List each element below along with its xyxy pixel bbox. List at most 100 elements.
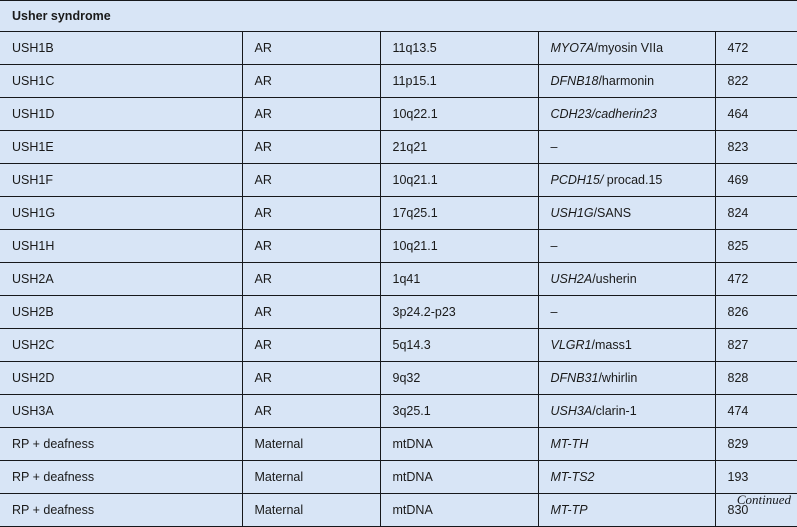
cell-map-location: 10q21.1 (380, 229, 539, 263)
table-row: USH2C AR 5q14.3 VLGR1/mass1 827 (0, 328, 797, 362)
cell-locus: USH2D (0, 361, 243, 395)
cell-locus: USH1H (0, 229, 243, 263)
table-row: USH2A AR 1q41 USH2A/usherin 472 (0, 262, 797, 296)
cell-gene-protein: PCDH15/ procad.15 (538, 163, 716, 197)
protein-name: – (550, 305, 558, 319)
cell-gene-protein: CDH23/cadherin23 (538, 97, 716, 131)
gene-symbol: USH2A (550, 272, 593, 286)
cell-inheritance: AR (242, 394, 381, 428)
cell-inheritance: AR (242, 262, 381, 296)
cell-locus: USH1C (0, 64, 243, 98)
protein-name: /usherin (592, 272, 637, 286)
cell-inheritance: AR (242, 31, 381, 65)
table-row: USH3A AR 3q25.1 USH3A/clarin-1 474 (0, 394, 797, 428)
cell-locus: RP + deafness (0, 460, 243, 494)
cell-inheritance: AR (242, 196, 381, 230)
protein-name: procad.15 (603, 173, 663, 187)
protein-name: /mass1 (591, 338, 632, 352)
cell-reference: 474 (715, 394, 797, 428)
table-row: USH1F AR 10q21.1 PCDH15/ procad.15 469 (0, 163, 797, 197)
cell-inheritance: Maternal (242, 460, 381, 494)
cell-reference: 472 (715, 31, 797, 65)
cell-map-location: mtDNA (380, 427, 539, 461)
cell-reference: 823 (715, 130, 797, 164)
cell-map-location: mtDNA (380, 493, 539, 527)
table-row: USH2D AR 9q32 DFNB31/whirlin 828 (0, 361, 797, 395)
gene-symbol: MT-TS2 (550, 470, 595, 484)
cell-map-location: 3q25.1 (380, 394, 539, 428)
cell-reference: 829 (715, 427, 797, 461)
cell-inheritance: AR (242, 64, 381, 98)
protein-name: /whirlin (598, 371, 638, 385)
protein-name: – (550, 239, 558, 253)
cell-gene-protein: MT-TS2 (538, 460, 716, 494)
table-row: USH1H AR 10q21.1– 825 (0, 229, 797, 263)
protein-name: /harmonin (598, 74, 655, 88)
gene-symbol: USH3A (550, 404, 593, 418)
cell-gene-protein: DFNB18/harmonin (538, 64, 716, 98)
cell-locus: USH1F (0, 163, 243, 197)
table-row: USH1C AR 11p15.1 DFNB18/harmonin 822 (0, 64, 797, 98)
cell-map-location: mtDNA (380, 460, 539, 494)
cell-map-location: 11p15.1 (380, 64, 539, 98)
cell-map-location: 11q13.5 (380, 31, 539, 65)
cell-map-location: 17q25.1 (380, 196, 539, 230)
table-row: USH1B AR 11q13.5 MYO7A/myosin VIIa 472 (0, 31, 797, 65)
cell-locus: USH2B (0, 295, 243, 329)
cell-gene-protein: MYO7A/myosin VIIa (538, 31, 716, 65)
table-row: USH1E AR 21q21– 823 (0, 130, 797, 164)
cell-reference: 824 (715, 196, 797, 230)
cell-reference: 193 (715, 460, 797, 494)
cell-locus: USH1E (0, 130, 243, 164)
cell-reference: 822 (715, 64, 797, 98)
gene-symbol: DFNB18 (550, 74, 599, 88)
cell-locus: USH1G (0, 196, 243, 230)
cell-inheritance: Maternal (242, 427, 381, 461)
cell-inheritance: AR (242, 229, 381, 263)
cell-reference: 825 (715, 229, 797, 263)
table-row: RP + deafness Maternal mtDNA MT-TH 829 (0, 427, 797, 461)
gene-symbol: MT-TH (550, 437, 589, 451)
cell-gene-protein: MT-TH (538, 427, 716, 461)
protein-name: – (550, 140, 558, 154)
cell-inheritance: AR (242, 163, 381, 197)
cell-gene-protein: DFNB31/whirlin (538, 361, 716, 395)
cell-inheritance: AR (242, 328, 381, 362)
cell-gene-protein: USH1G/SANS (538, 196, 716, 230)
table-row: USH1G AR 17q25.1 USH1G/SANS 824 (0, 196, 797, 230)
table-row: RP + deafness Maternal mtDNA MT-TP 830 (0, 493, 797, 527)
cell-gene-protein: VLGR1/mass1 (538, 328, 716, 362)
cell-map-location: 5q14.3 (380, 328, 539, 362)
protein-name: /myosin VIIa (594, 41, 664, 55)
cell-reference: 469 (715, 163, 797, 197)
cell-reference: 472 (715, 262, 797, 296)
table-row: RP + deafness Maternal mtDNA MT-TS2 193 (0, 460, 797, 494)
table-section-header-row: Usher syndrome (0, 0, 797, 32)
gene-symbol: USH1G (550, 206, 594, 220)
cell-locus: USH2A (0, 262, 243, 296)
cell-inheritance: AR (242, 130, 381, 164)
cell-map-location: 3p24.2-p23 (380, 295, 539, 329)
cell-map-location: 10q22.1 (380, 97, 539, 131)
gene-symbol: MT-TP (550, 503, 588, 517)
protein-name: /SANS (593, 206, 632, 220)
cell-locus: RP + deafness (0, 427, 243, 461)
protein-name: /clarin-1 (592, 404, 637, 418)
cell-gene-protein: MT-TP (538, 493, 716, 527)
cell-gene-protein: USH3A/clarin-1 (538, 394, 716, 428)
gene-symbol: VLGR1 (550, 338, 592, 352)
cell-inheritance: AR (242, 97, 381, 131)
cell-reference: 827 (715, 328, 797, 362)
cell-gene-protein: – (538, 295, 716, 329)
cell-reference: 828 (715, 361, 797, 395)
section-heading: Usher syndrome (0, 0, 797, 32)
cell-map-location: 10q21.1 (380, 163, 539, 197)
gene-symbol: CDH23/cadherin23 (550, 107, 657, 121)
cell-map-location: 21q21 (380, 130, 539, 164)
cell-locus: USH1D (0, 97, 243, 131)
cell-inheritance: AR (242, 361, 381, 395)
cell-locus: USH3A (0, 394, 243, 428)
